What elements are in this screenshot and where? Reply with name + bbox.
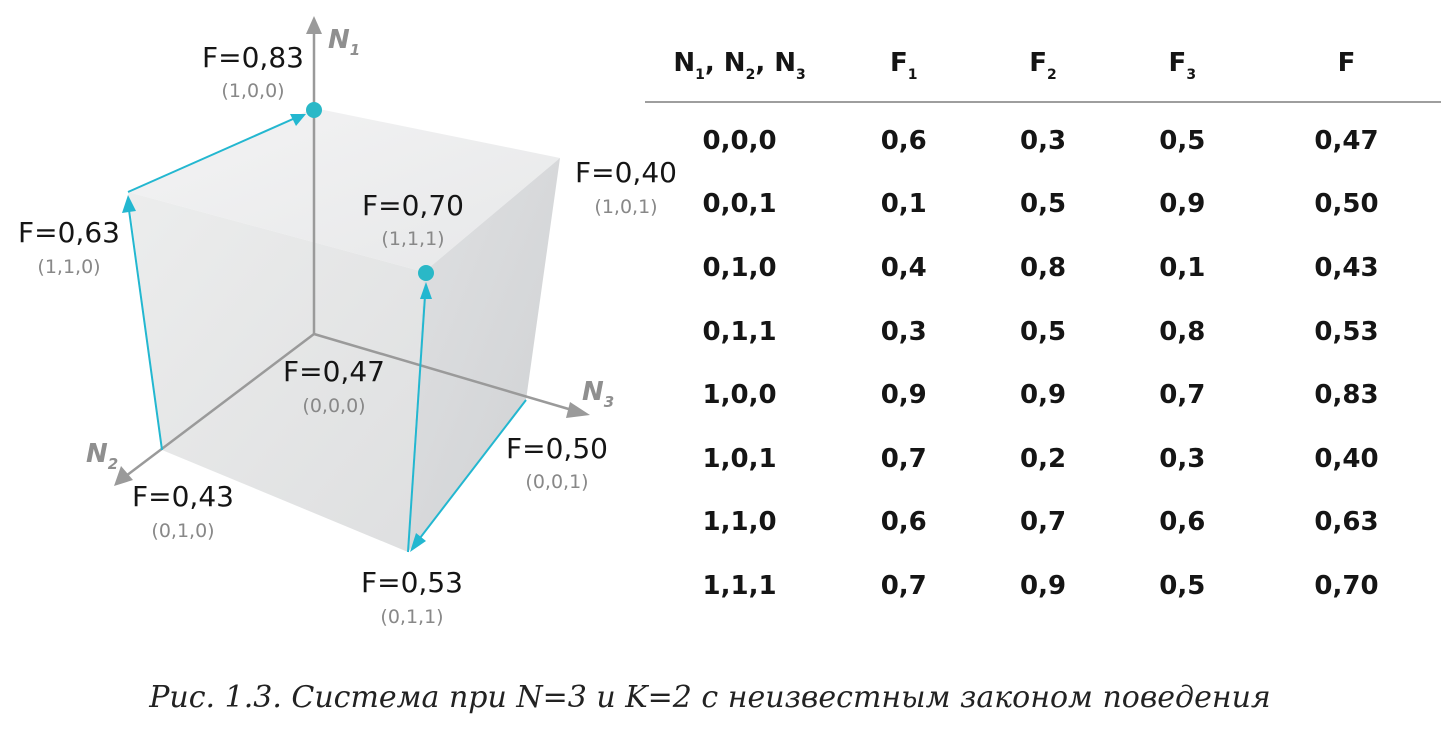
cell-f1: 0,4 (880, 252, 927, 283)
cell-f1: 0,6 (880, 125, 927, 156)
vertex-000-coord-label: (0,0,0) (302, 395, 365, 417)
vertex-011-f-label: F=0,53 (361, 566, 463, 599)
path-010-to-110 (128, 209, 163, 451)
vertex-110-f-label: F=0,63 (18, 216, 120, 249)
cell-f: 0,70 (1314, 570, 1379, 601)
vertex-100-marker (306, 102, 322, 118)
cell-f: 0,50 (1314, 189, 1379, 220)
cell-n-values: 1,0,0 (702, 380, 777, 411)
cell-f3: 0,8 (1159, 316, 1206, 347)
n1-axis-arrow (306, 16, 322, 34)
cell-f2: 0,8 (1020, 252, 1067, 283)
cell-f2: 0,5 (1020, 189, 1067, 220)
figure-caption: Рис. 1.3. Система при N=3 и K=2 с неизве… (149, 680, 1271, 715)
vertex-101-f-label: F=0,40 (575, 156, 677, 189)
vertex-100-coord-label: (1,0,0) (221, 80, 284, 102)
path-011-to-111 (407, 295, 426, 553)
cell-f: 0,47 (1314, 125, 1379, 156)
vertex-011-coord-label: (0,1,1) (380, 606, 443, 628)
vertex-000-f-label: F=0,47 (283, 355, 385, 388)
table-row: 0,0,1 0,1 0,5 0,9 0,50 (645, 173, 1441, 237)
path-arrow-to-011 (410, 533, 426, 552)
cell-f: 0,63 (1314, 507, 1379, 538)
cell-f: 0,83 (1314, 380, 1379, 411)
cell-f3: 0,6 (1159, 507, 1206, 538)
cell-f2: 0,2 (1020, 443, 1067, 474)
cell-f: 0,40 (1314, 443, 1379, 474)
vertex-111-marker (418, 265, 434, 281)
table-header-row: N1, N2, N3 F1 F2 F3 F (645, 25, 1441, 102)
cell-f1: 0,3 (880, 316, 927, 347)
path-arrow-to-110 (122, 195, 136, 213)
header-n-values: N1, N2, N3 (673, 48, 806, 84)
vertex-101-coord-label: (1,0,1) (594, 196, 657, 218)
cell-f2: 0,7 (1020, 507, 1067, 538)
n1-axis-label: N1 (328, 25, 360, 59)
path-001-to-011 (419, 399, 527, 539)
cube-top-face (128, 108, 560, 272)
header-f3: F3 (1168, 48, 1197, 84)
cell-f2: 0,9 (1020, 570, 1067, 601)
cell-f2: 0,5 (1020, 316, 1067, 347)
table-row: 1,1,0 0,6 0,7 0,6 0,63 (645, 491, 1441, 555)
vertex-111-coord-label: (1,1,1) (381, 228, 444, 250)
vertex-010-coord-label: (0,1,0) (151, 520, 214, 542)
cell-f1: 0,6 (880, 507, 927, 538)
cell-f1: 0,9 (880, 380, 927, 411)
header-f1: F1 (889, 48, 918, 84)
table-row: 1,0,0 0,9 0,9 0,7 0,83 (645, 363, 1441, 427)
cube-right-face (408, 158, 560, 552)
n3-axis-line (313, 332, 573, 412)
vertex-110-coord-label: (1,1,0) (37, 256, 100, 278)
cell-f2: 0,9 (1020, 380, 1067, 411)
table-row: 1,1,1 0,7 0,9 0,5 0,70 (645, 554, 1441, 618)
table-row: 0,1,1 0,3 0,5 0,8 0,53 (645, 300, 1441, 364)
vertex-001-coord-label: (0,0,1) (525, 471, 588, 493)
truth-table: N1, N2, N3 F1 F2 F3 F 0,0,0 0,6 0,3 0,5 0,47… (645, 25, 1441, 618)
cell-n-values: 1,1,1 (702, 570, 777, 601)
cell-f: 0,43 (1314, 252, 1379, 283)
cell-n-values: 1,0,1 (702, 443, 777, 474)
vertex-010-f-label: F=0,43 (132, 480, 234, 513)
vertex-001-f-label: F=0,50 (506, 432, 608, 465)
n2-axis-label: N2 (86, 439, 118, 473)
table-row: 0,1,0 0,4 0,8 0,1 0,43 (645, 236, 1441, 300)
cell-f3: 0,9 (1159, 189, 1206, 220)
table-row: 0,0,0 0,6 0,3 0,5 0,47 (645, 102, 1441, 173)
cell-n-values: 0,1,1 (702, 316, 777, 347)
path-arrow-to-111 (420, 282, 432, 299)
cell-f3: 0,5 (1159, 125, 1206, 156)
cell-f3: 0,7 (1159, 380, 1206, 411)
cube-front-face (128, 192, 424, 552)
cell-n-values: 0,1,0 (702, 252, 777, 283)
table-body: 0,0,0 0,6 0,3 0,5 0,47 0,0,1 0,1 0,5 0,9 0,50 0,1,… (645, 102, 1441, 618)
vertex-100-f-label: F=0,83 (202, 41, 304, 74)
n2-axis-arrow (114, 466, 133, 486)
cell-f: 0,53 (1314, 316, 1379, 347)
cell-f1: 0,7 (880, 443, 927, 474)
n2-axis-line (125, 333, 315, 477)
cell-f2: 0,3 (1020, 125, 1067, 156)
n3-axis-arrow (566, 402, 590, 418)
n3-axis-label: N3 (582, 377, 614, 411)
vertex-111-f-label: F=0,70 (362, 189, 464, 222)
cell-f3: 0,3 (1159, 443, 1206, 474)
cell-f1: 0,7 (880, 570, 927, 601)
path-arrow-to-100 (290, 114, 306, 126)
cell-n-values: 1,1,0 (702, 507, 777, 538)
header-f: F (1337, 48, 1356, 78)
cell-n-values: 0,0,1 (702, 189, 777, 220)
cell-f3: 0,1 (1159, 252, 1206, 283)
cell-f1: 0,1 (880, 189, 927, 220)
cell-f3: 0,5 (1159, 570, 1206, 601)
table-row: 1,0,1 0,7 0,2 0,3 0,40 (645, 427, 1441, 491)
cell-n-values: 0,0,0 (702, 125, 777, 156)
path-110-to-100 (127, 118, 294, 193)
header-f2: F2 (1029, 48, 1057, 84)
